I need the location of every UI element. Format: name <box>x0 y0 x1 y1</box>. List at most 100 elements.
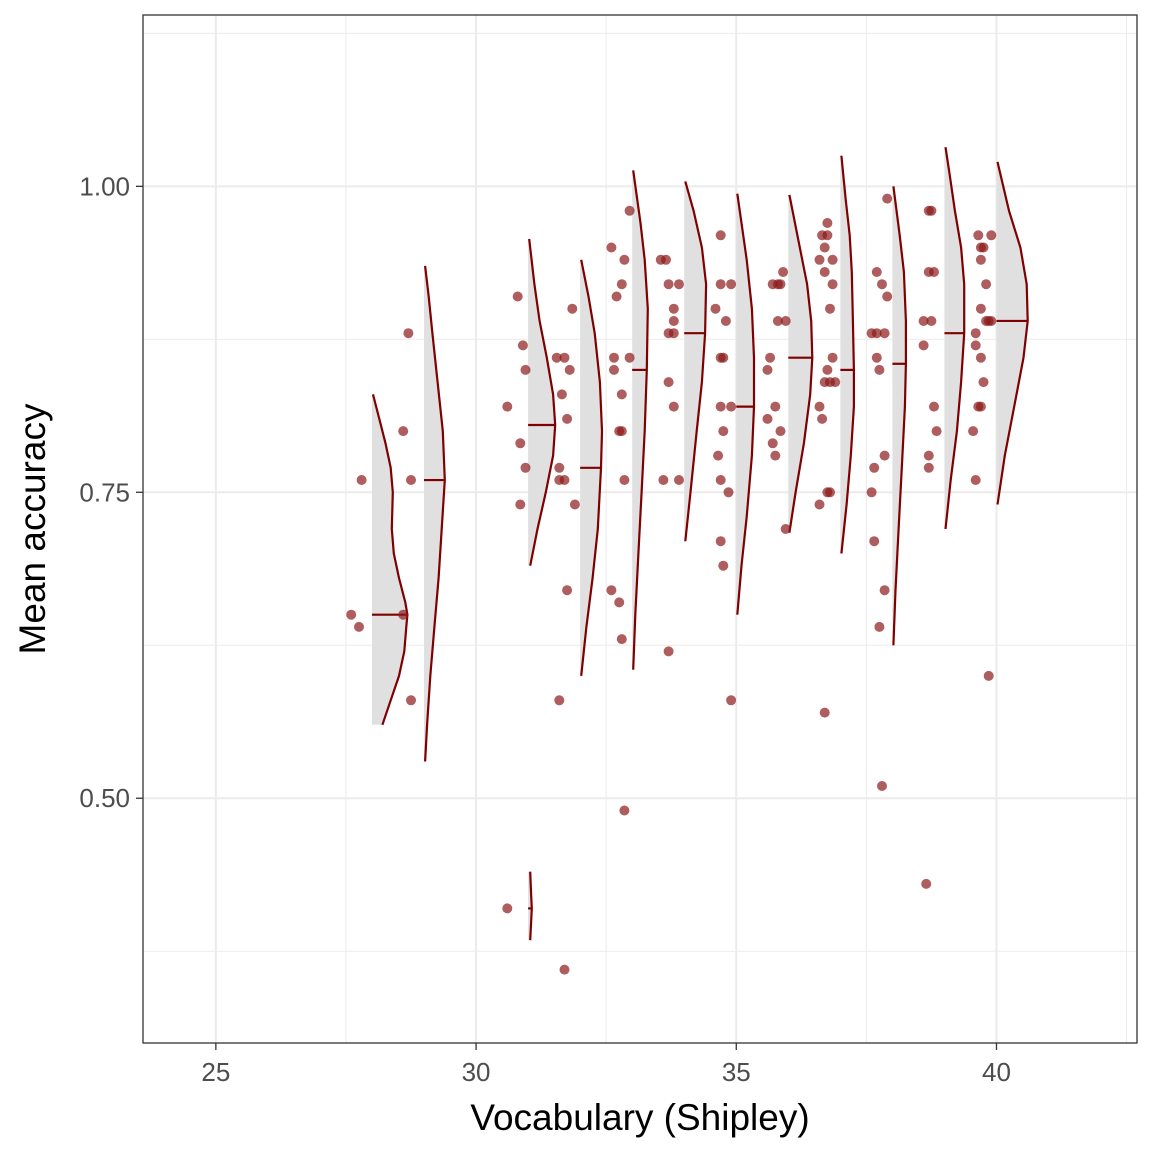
violin-fill <box>736 193 754 615</box>
data-point <box>830 377 841 388</box>
data-point <box>718 426 729 437</box>
data-point <box>819 707 830 718</box>
data-point <box>663 377 674 388</box>
data-point <box>822 230 833 241</box>
data-point <box>502 903 513 914</box>
violin-outline <box>580 259 604 677</box>
data-point <box>520 462 531 473</box>
data-point <box>827 352 838 363</box>
data-point <box>668 316 679 326</box>
data-point <box>814 401 825 412</box>
data-point <box>564 364 575 375</box>
violin-outline <box>788 194 814 533</box>
data-point <box>406 695 416 706</box>
data-point <box>609 364 619 375</box>
data-point <box>715 279 726 290</box>
x-tick-label: 40 <box>982 1057 1011 1087</box>
data-point <box>515 438 526 449</box>
data-point <box>970 475 981 485</box>
data-point <box>825 303 835 314</box>
data-point <box>346 609 357 620</box>
data-point <box>772 316 783 326</box>
y-tick-label: 0.50 <box>79 783 130 813</box>
data-point <box>926 316 937 326</box>
data-point <box>822 218 833 228</box>
data-point <box>775 426 786 437</box>
data-point <box>827 254 838 265</box>
violin-outline <box>371 394 409 726</box>
data-point <box>611 291 622 302</box>
data-point <box>624 352 635 363</box>
data-point <box>921 878 932 889</box>
panel-border <box>142 14 1138 1044</box>
x-tick-label: 35 <box>722 1057 751 1087</box>
data-point <box>726 279 737 290</box>
data-point <box>661 254 671 265</box>
data-point <box>986 316 997 326</box>
data-point <box>975 303 986 314</box>
data-point <box>918 340 929 351</box>
data-point <box>715 401 726 412</box>
data-point <box>718 352 729 363</box>
data-point <box>512 291 523 302</box>
data-point <box>668 303 679 314</box>
data-point <box>879 450 890 461</box>
data-point <box>710 303 721 314</box>
violin-fill <box>528 238 556 566</box>
x-axis-title: Vocabulary (Shipley) <box>470 1097 809 1138</box>
data-point <box>720 316 731 326</box>
data-point <box>567 303 578 314</box>
data-point <box>819 242 830 253</box>
data-point <box>929 401 939 412</box>
data-point <box>819 267 830 277</box>
data-point <box>556 389 567 400</box>
y-axis-title: Mean accuracy <box>12 403 53 654</box>
data-point <box>765 352 776 363</box>
violin-outline <box>632 170 649 670</box>
point-layer <box>346 193 997 975</box>
data-point <box>406 475 416 485</box>
data-point <box>762 413 773 424</box>
data-point <box>871 352 882 363</box>
data-point <box>569 499 580 510</box>
data-point <box>614 597 625 608</box>
data-point <box>616 634 627 645</box>
data-point <box>871 267 882 277</box>
data-point <box>619 805 630 816</box>
data-point <box>403 328 414 339</box>
data-point <box>877 279 887 290</box>
data-point <box>668 328 679 339</box>
data-point <box>398 609 409 620</box>
data-point <box>616 279 627 290</box>
violin-outline <box>528 238 557 566</box>
data-point <box>658 475 669 485</box>
violin-outline <box>736 193 756 615</box>
violin-fill <box>788 194 813 533</box>
data-point <box>554 695 565 706</box>
data-point <box>975 401 986 412</box>
violin-outline <box>840 155 855 554</box>
data-point <box>770 450 781 461</box>
data-point <box>663 646 674 657</box>
data-point <box>975 254 986 265</box>
data-point <box>983 670 994 681</box>
data-point <box>726 401 737 412</box>
data-point <box>619 475 630 485</box>
data-point <box>918 316 929 326</box>
data-point <box>869 462 880 473</box>
data-point <box>624 205 635 216</box>
data-point <box>975 352 986 363</box>
data-point <box>780 316 791 326</box>
data-point <box>874 364 885 375</box>
violin-fill <box>684 181 707 542</box>
violin-outline <box>684 181 708 542</box>
data-point <box>718 560 729 571</box>
data-point <box>871 328 882 339</box>
data-point <box>981 279 992 290</box>
data-point <box>726 695 737 706</box>
axis-layer: 25 30 35 40 0.50 0.75 1.00 <box>79 171 1011 1087</box>
violin-outline <box>529 871 533 941</box>
data-point <box>517 340 528 351</box>
data-point <box>609 352 619 363</box>
